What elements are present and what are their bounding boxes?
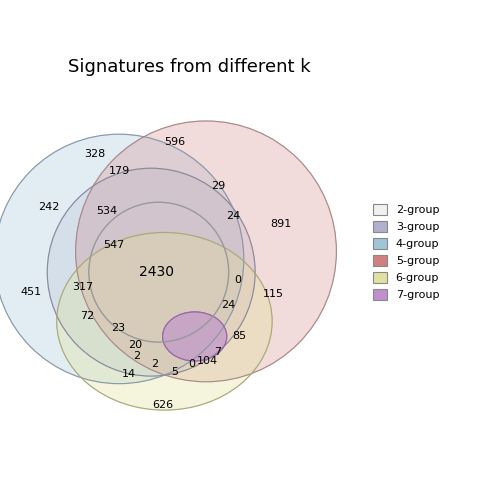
Ellipse shape xyxy=(0,134,244,384)
Text: 891: 891 xyxy=(270,219,291,229)
Text: 115: 115 xyxy=(263,289,283,299)
Text: 626: 626 xyxy=(152,400,173,410)
Text: 72: 72 xyxy=(81,310,95,321)
Text: 451: 451 xyxy=(21,287,42,297)
Text: 24: 24 xyxy=(226,211,241,221)
Title: Signatures from different k: Signatures from different k xyxy=(68,58,310,76)
Legend: 2-group, 3-group, 4-group, 5-group, 6-group, 7-group: 2-group, 3-group, 4-group, 5-group, 6-gr… xyxy=(373,204,439,300)
Text: 179: 179 xyxy=(108,166,130,176)
Text: 534: 534 xyxy=(96,206,117,216)
Text: 242: 242 xyxy=(38,202,59,212)
Text: 23: 23 xyxy=(111,323,125,333)
Ellipse shape xyxy=(76,121,337,382)
Text: 596: 596 xyxy=(164,137,185,147)
Text: 317: 317 xyxy=(72,282,93,291)
Text: 2: 2 xyxy=(151,359,158,368)
Text: 2430: 2430 xyxy=(140,265,174,279)
Text: 328: 328 xyxy=(85,149,106,159)
Text: 0: 0 xyxy=(188,359,196,368)
Text: 7: 7 xyxy=(215,347,222,356)
Text: 85: 85 xyxy=(232,331,246,341)
Text: 2: 2 xyxy=(133,351,141,361)
Ellipse shape xyxy=(57,232,272,410)
Text: 29: 29 xyxy=(211,181,226,191)
Text: 20: 20 xyxy=(128,340,143,350)
Text: 5: 5 xyxy=(171,367,178,377)
Text: 104: 104 xyxy=(197,356,218,366)
Ellipse shape xyxy=(47,168,255,376)
Text: 14: 14 xyxy=(121,369,136,379)
Text: 24: 24 xyxy=(222,300,236,310)
Text: 0: 0 xyxy=(234,276,241,285)
Text: 547: 547 xyxy=(103,240,124,250)
Ellipse shape xyxy=(162,312,227,361)
